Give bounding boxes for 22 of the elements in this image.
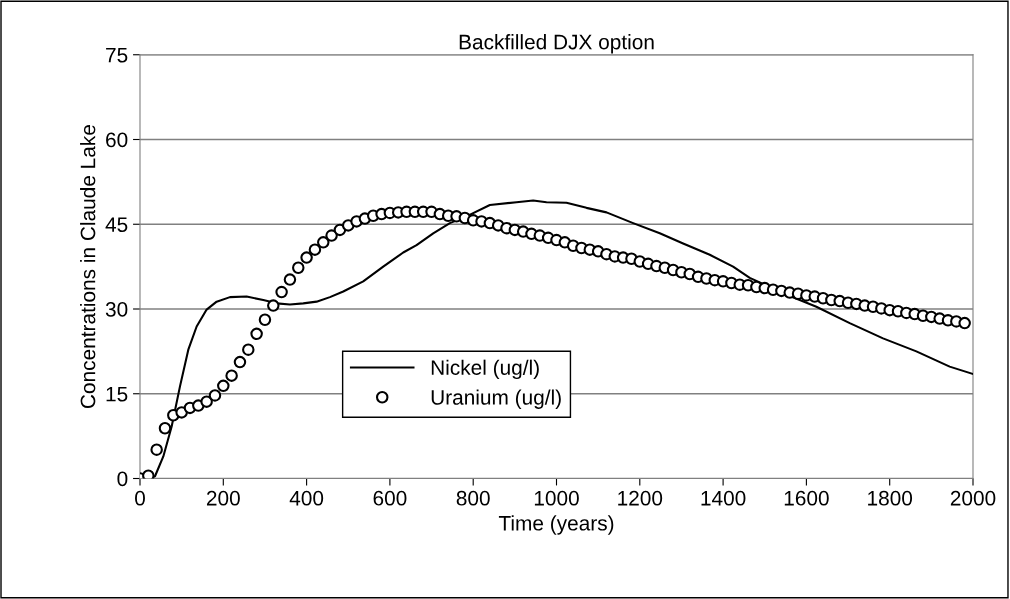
x-tick-label: 1800 xyxy=(868,490,913,506)
chart-title: Backfilled DJX option xyxy=(459,34,654,54)
y-tick-label: 0 xyxy=(117,471,128,487)
y-tick-label: 60 xyxy=(106,132,128,148)
y-axis-title: Concentrations in Claude Lake xyxy=(80,125,96,409)
x-axis-title: Time (years) xyxy=(498,515,614,535)
x-tick-label: 2000 xyxy=(950,490,996,506)
x-tick-label: 400 xyxy=(289,490,324,506)
legend-label: Uranium (ug/l) xyxy=(431,389,561,409)
x-tick-label: 1600 xyxy=(784,490,829,506)
x-tick-label: 0 xyxy=(135,490,145,506)
y-tick-label: 75 xyxy=(106,47,128,63)
y-tick-label: 30 xyxy=(105,302,128,317)
x-tick-label: 800 xyxy=(456,490,490,506)
legend-label: Nickel (ug/l) xyxy=(431,359,539,380)
x-tick-label: 1200 xyxy=(618,490,663,506)
y-tick-label: 45 xyxy=(105,217,128,232)
x-tick-label: 600 xyxy=(373,490,407,506)
x-tick-label: 1000 xyxy=(534,490,579,506)
y-tick-label: 15 xyxy=(106,386,128,402)
x-tick-label: 200 xyxy=(206,490,240,506)
x-tick-label: 1400 xyxy=(701,490,746,506)
